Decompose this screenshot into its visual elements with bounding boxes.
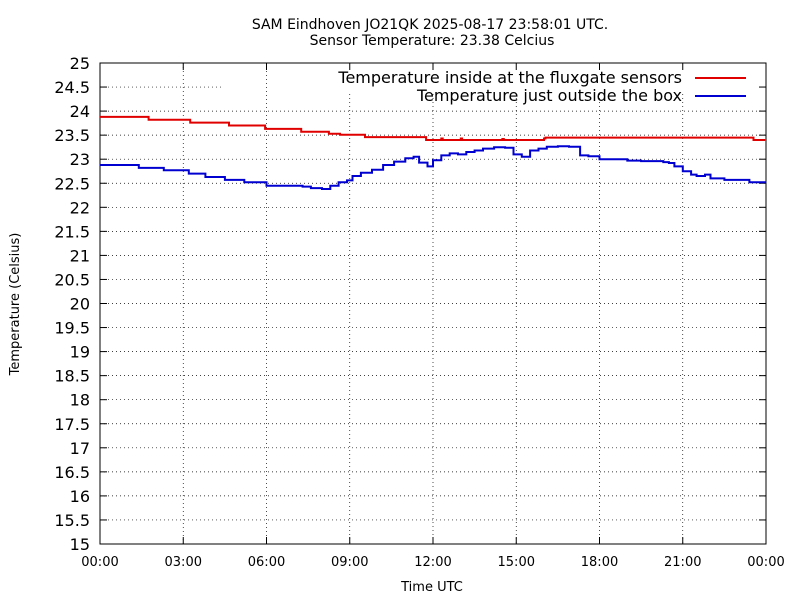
x-axis-label: Time UTC [400, 580, 463, 595]
y-tick-label: 24 [70, 102, 90, 121]
y-tick-label: 18 [70, 391, 90, 410]
x-tick-label: 00:00 [747, 555, 784, 570]
y-tick-label: 19 [70, 343, 90, 362]
y-tick-label: 25 [70, 54, 90, 73]
x-tick-label: 21:00 [664, 555, 701, 570]
legend-label: Temperature inside at the fluxgate senso… [337, 68, 682, 87]
y-tick-label: 16 [70, 487, 90, 506]
legend-label: Temperature just outside the box [416, 86, 682, 105]
series-lines [100, 115, 767, 190]
x-tick-label: 12:00 [414, 555, 451, 570]
y-tick-label: 17.5 [54, 415, 90, 434]
y-tick-label: 22.5 [54, 174, 90, 193]
y-tick-label: 20 [70, 295, 90, 314]
y-tick-label: 23.5 [54, 126, 90, 145]
x-tick-label: 06:00 [248, 555, 285, 570]
series-line-inside [100, 115, 766, 141]
y-tick-label: 21.5 [54, 222, 90, 241]
chart-title: SAM Eindhoven JO21QK 2025-08-17 23:58:01… [252, 17, 608, 33]
y-tick-label: 23 [70, 150, 90, 169]
y-tick-label: 22 [70, 198, 90, 217]
series-line-outside [100, 145, 767, 190]
x-tick-label: 00:00 [81, 555, 118, 570]
chart-subtitle: Sensor Temperature: 23.38 Celcius [310, 33, 555, 49]
y-tick-label: 21 [70, 246, 90, 265]
y-tick-label: 17 [70, 439, 90, 458]
y-tick-label: 19.5 [54, 319, 90, 338]
grid-lines [100, 63, 766, 544]
x-tick-label: 09:00 [331, 555, 368, 570]
y-tick-label: 24.5 [54, 78, 90, 97]
y-tick-label: 15 [70, 535, 90, 554]
axis-ticks: 15 15.5 16 16.5 17 17.5 18 18.5 19 19.5 20 20.5 21 21… [54, 54, 784, 570]
y-tick-label: 16.5 [54, 463, 90, 482]
legend: Temperature inside at the fluxgate senso… [337, 68, 746, 105]
y-tick-label: 18.5 [54, 367, 90, 386]
y-axis-label: Temperature (Celsius) [8, 233, 23, 377]
y-tick-label: 20.5 [54, 270, 90, 289]
x-tick-label: 15:00 [498, 555, 535, 570]
x-tick-label: 03:00 [165, 555, 202, 570]
y-tick-label: 15.5 [54, 511, 90, 530]
x-tick-label: 18:00 [581, 555, 618, 570]
